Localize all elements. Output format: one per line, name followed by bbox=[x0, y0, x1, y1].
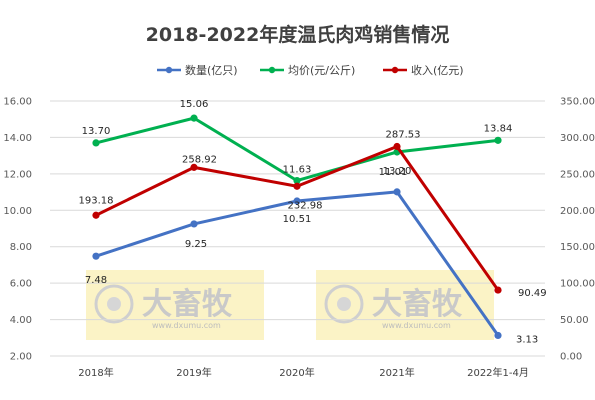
watermark-url: www.dxumu.com bbox=[382, 321, 451, 330]
data-point bbox=[92, 252, 100, 260]
y-left-tick-label: 6.00 bbox=[10, 279, 32, 290]
data-point bbox=[494, 331, 502, 340]
series-0: 7.48 9.25 10.51 11.01 3.13 bbox=[85, 167, 538, 346]
x-tick-label: 2019年 bbox=[176, 366, 211, 379]
data-label: 193.18 bbox=[79, 195, 114, 206]
y-left-tick-label: 12.00 bbox=[3, 169, 32, 180]
watermark-text: 大畜牧 bbox=[372, 287, 463, 322]
data-label: 13.84 bbox=[484, 123, 513, 134]
data-point bbox=[393, 188, 401, 196]
data-label: 232.98 bbox=[288, 200, 323, 211]
legend: 数量(亿只) 均价(元/公斤) 收入(亿元) bbox=[157, 63, 464, 77]
y-right-tick-label: 200.00 bbox=[560, 206, 595, 217]
y-axis-left: 2.00 4.00 6.00 8.00 10.00 12.00 14.00 16.00 bbox=[3, 97, 32, 363]
data-label: 9.25 bbox=[185, 239, 207, 250]
y-left-tick-label: 4.00 bbox=[10, 315, 32, 326]
data-label: 13.70 bbox=[82, 126, 111, 137]
data-label: 11.63 bbox=[283, 165, 312, 176]
series-2: 193.18 258.92 232.98 287.53 90.49 bbox=[79, 130, 547, 300]
watermark-logo-icon bbox=[324, 284, 364, 324]
data-point bbox=[92, 139, 100, 147]
chart-title: 2018-2022年度温氏肉鸡销售情况 bbox=[145, 24, 450, 46]
data-point bbox=[494, 136, 502, 144]
legend-entry: 收入(亿元) bbox=[383, 63, 464, 77]
watermark-logo-dot bbox=[337, 297, 351, 311]
y-left-tick-label: 2.00 bbox=[10, 352, 32, 363]
legend-marker bbox=[165, 66, 173, 74]
y-right-tick-label: 100.00 bbox=[560, 279, 595, 290]
legend-entry: 均价(元/公斤) bbox=[260, 64, 355, 77]
data-point bbox=[293, 197, 301, 205]
watermark-text: 大畜牧 bbox=[142, 287, 233, 322]
legend-entry: 数量(亿只) bbox=[157, 64, 238, 77]
x-axis: 2018年 2019年 2020年 2021年 2022年1-4月 bbox=[78, 366, 529, 379]
watermark-logo-icon bbox=[94, 284, 134, 324]
data-point bbox=[494, 286, 502, 294]
y-right-tick-label: 350.00 bbox=[560, 97, 595, 108]
watermark-url: www.dxumu.com bbox=[152, 321, 221, 330]
legend-label: 均价(元/公斤) bbox=[288, 64, 355, 77]
data-point bbox=[293, 176, 301, 185]
legend-marker bbox=[391, 66, 399, 74]
y-right-tick-label: 50.00 bbox=[560, 315, 589, 326]
data-label: 13.20 bbox=[383, 166, 412, 177]
x-tick-label: 2021年 bbox=[379, 366, 414, 379]
legend-marker bbox=[268, 66, 276, 74]
data-label: 11.01 bbox=[379, 167, 408, 178]
data-point bbox=[190, 220, 198, 228]
data-label: 258.92 bbox=[182, 154, 217, 165]
data-label: 90.49 bbox=[518, 288, 547, 299]
series-1: 13.70 15.06 11.63 13.20 13.84 bbox=[82, 99, 513, 185]
data-point bbox=[293, 182, 301, 190]
data-label: 3.13 bbox=[516, 334, 538, 345]
y-right-tick-label: 300.00 bbox=[560, 133, 595, 144]
y-left-tick-label: 8.00 bbox=[10, 242, 32, 253]
data-point bbox=[92, 211, 100, 219]
x-tick-label: 2020年 bbox=[279, 366, 314, 379]
data-label: 7.48 bbox=[85, 275, 107, 286]
legend-label: 数量(亿只) bbox=[185, 64, 238, 77]
x-tick-label: 2018年 bbox=[78, 366, 113, 379]
data-label: 287.53 bbox=[386, 130, 421, 141]
data-label: 15.06 bbox=[180, 99, 209, 110]
x-tick-label: 2022年1-4月 bbox=[467, 366, 529, 379]
watermark-logo-dot bbox=[107, 297, 121, 311]
y-right-tick-label: 150.00 bbox=[560, 242, 595, 253]
y-right-tick-label: 0.00 bbox=[560, 352, 582, 363]
y-left-tick-label: 14.00 bbox=[3, 133, 32, 144]
data-point bbox=[190, 114, 198, 122]
y-left-tick-label: 16.00 bbox=[3, 97, 32, 108]
y-right-tick-label: 250.00 bbox=[560, 169, 595, 180]
y-left-tick-label: 10.00 bbox=[3, 206, 32, 217]
legend-label: 收入(亿元) bbox=[411, 63, 464, 77]
data-label: 10.51 bbox=[283, 214, 312, 225]
data-point bbox=[393, 142, 401, 151]
y-axis-right: 0.00 50.00 100.00 150.00 200.00 250.00 300.00 3… bbox=[560, 97, 595, 363]
data-point bbox=[190, 163, 198, 171]
